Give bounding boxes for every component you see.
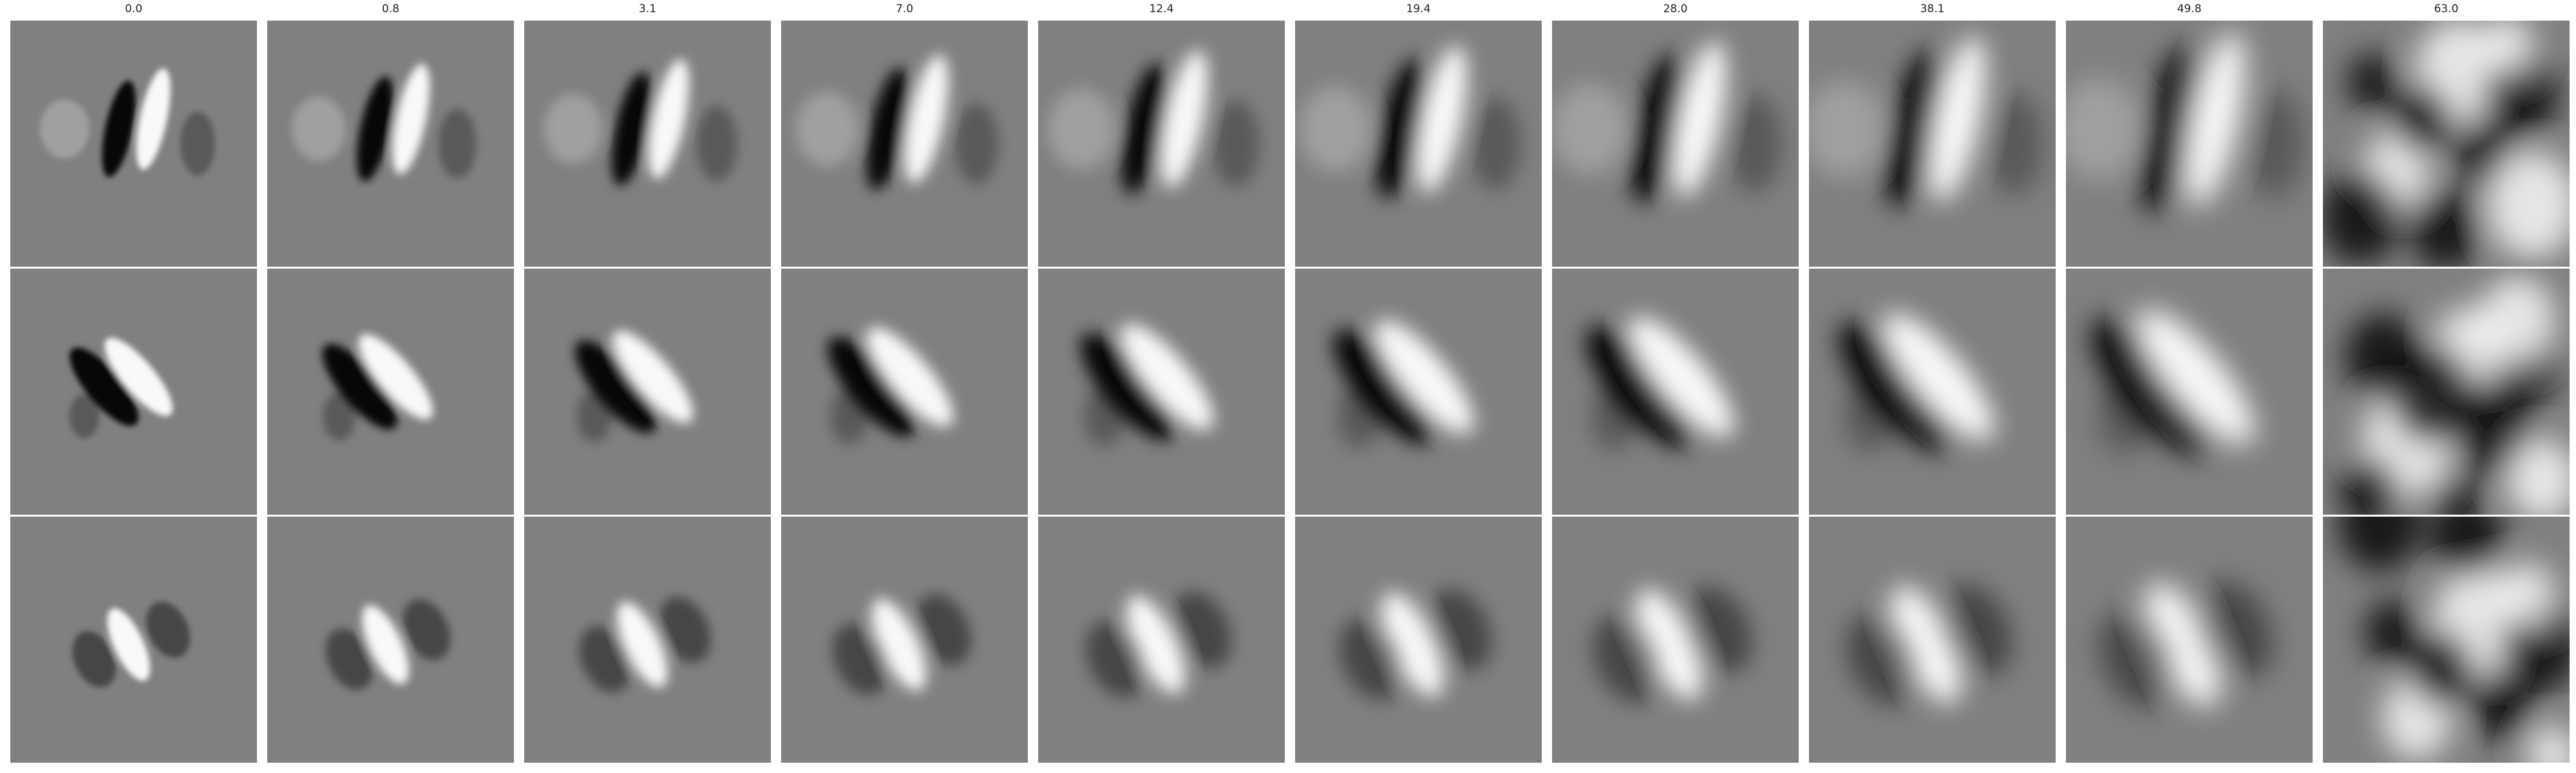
filter-panel (1038, 21, 1285, 267)
filter-image (10, 269, 257, 515)
filter-panel (10, 517, 257, 763)
filter-image (2066, 269, 2313, 515)
filter-image (1809, 21, 2056, 267)
column-title: 49.8 (2177, 3, 2202, 15)
filter-panel (1295, 517, 1542, 763)
filter-image (1552, 517, 1799, 763)
filter-panel (1809, 269, 2056, 515)
column-title: 19.4 (1406, 3, 1431, 15)
filter-image (10, 517, 257, 763)
filter-image (267, 21, 514, 267)
filter-image (267, 269, 514, 515)
filter-image (2323, 517, 2570, 763)
filter-panel (1552, 21, 1799, 267)
filter-panel (1295, 269, 1542, 515)
filter-image (2066, 517, 2313, 763)
filter-panel (524, 21, 771, 267)
filter-image (1038, 21, 1285, 267)
filter-panel (1038, 269, 1285, 515)
filter-panel (2066, 269, 2313, 515)
filter-image (781, 21, 1028, 267)
filter-panel (781, 269, 1028, 515)
filter-image (10, 21, 257, 267)
filter-panel (267, 21, 514, 267)
filter-image (1038, 269, 1285, 515)
filter-image (1552, 269, 1799, 515)
column-title: 12.4 (1149, 3, 1174, 15)
filter-image (1552, 21, 1799, 267)
filter-panel (524, 517, 771, 763)
filter-panel (2066, 517, 2313, 763)
column-title: 3.1 (638, 3, 657, 15)
filter-image (2323, 269, 2570, 515)
filter-panel (781, 21, 1028, 267)
filter-panel (1038, 517, 1285, 763)
filter-panel (2323, 269, 2570, 515)
column-title: 0.8 (381, 3, 400, 15)
filter-panel (2066, 21, 2313, 267)
filter-image (2323, 21, 2570, 267)
filter-panel (1552, 517, 1799, 763)
filter-panel (2323, 21, 2570, 267)
filter-image (781, 269, 1028, 515)
filter-image (1295, 21, 1542, 267)
filter-panel (2323, 517, 2570, 763)
filter-image (1295, 269, 1542, 515)
filter-image (2066, 21, 2313, 267)
column-title: 38.1 (1920, 3, 1945, 15)
filter-panel (1552, 269, 1799, 515)
filter-image (524, 269, 771, 515)
filter-image (1295, 517, 1542, 763)
column-title: 63.0 (2434, 3, 2459, 15)
filter-panel (1809, 21, 2056, 267)
column-title: 0.0 (124, 3, 143, 15)
filter-panel (267, 517, 514, 763)
filter-image (524, 517, 771, 763)
filter-image (781, 517, 1028, 763)
filter-image (524, 21, 771, 267)
filter-panel (1295, 21, 1542, 267)
column-title: 7.0 (895, 3, 914, 15)
filter-image (1809, 269, 2056, 515)
column-title: 28.0 (1663, 3, 1688, 15)
filter-panel (1809, 517, 2056, 763)
filter-panel (524, 269, 771, 515)
filter-image (1809, 517, 2056, 763)
filter-panel (10, 21, 257, 267)
filter-panel (781, 517, 1028, 763)
filter-panel (267, 269, 514, 515)
filter-image (267, 517, 514, 763)
filter-image (1038, 517, 1285, 763)
filter-panel (10, 269, 257, 515)
